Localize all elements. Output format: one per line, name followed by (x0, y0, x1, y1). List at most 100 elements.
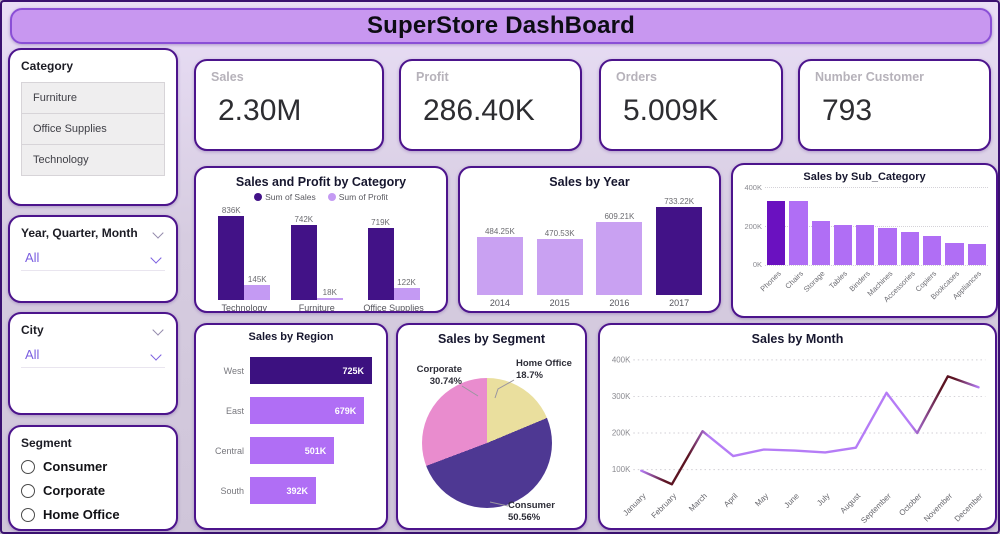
plot-area: 836K 145K Technology 742K 18K Furniture 719K 12… (196, 204, 446, 313)
kpi-card-number-customer: Number Customer 793 (798, 59, 991, 151)
category-label: East (225, 405, 244, 416)
kpi-card-profit: Profit 286.40K (399, 59, 582, 151)
sales-by-month-chart: 400K 300K 200K 100K January February March Apri… (600, 346, 995, 526)
pie-label-name: Corporate (416, 364, 462, 375)
bar-group: 836K 145K Technology (218, 204, 271, 311)
bar-group: Copiers (914, 187, 943, 294)
radio-icon[interactable] (21, 459, 35, 474)
pie-label-value: 50.56% (508, 512, 541, 524)
category-label: March (687, 491, 709, 513)
y-axis: 400K 200K 0K (739, 183, 765, 269)
category-label: 2016 (609, 298, 630, 308)
bar-group: Tables (828, 187, 854, 291)
bar-value-label: 733.22K (664, 197, 695, 206)
chevron-down-icon[interactable] (150, 251, 162, 264)
city-filter-dropdown[interactable]: All (21, 344, 165, 368)
bar-value-label: 609.21K (604, 211, 635, 221)
segment-filter-title: Segment (21, 436, 72, 450)
bar[interactable] (476, 236, 523, 295)
bar-group: Bookcases (929, 187, 965, 301)
pie[interactable] (422, 378, 552, 508)
bar[interactable]: 501K (250, 437, 335, 464)
bar[interactable] (367, 227, 394, 300)
bar[interactable]: 679K (250, 397, 365, 424)
bar[interactable] (290, 225, 317, 300)
legend-item: Sum of Sales (254, 192, 316, 202)
bar-value-label: 18K (322, 288, 337, 298)
category-label: West (223, 365, 244, 376)
segment-option-corporate[interactable]: Corporate (21, 483, 165, 498)
bar[interactable] (316, 298, 343, 300)
category-filter-panel: Category Furniture Office Supplies Techn… (8, 48, 178, 206)
bar[interactable] (656, 207, 703, 295)
segment-option-consumer[interactable]: Consumer (21, 459, 165, 474)
bar-value-label: 501K (304, 445, 327, 456)
chevron-down-icon[interactable] (150, 348, 162, 361)
city-filter-title: City (21, 323, 44, 337)
category-label: Storage (802, 269, 828, 294)
page-title: SuperStore DashBoard (366, 12, 636, 39)
bar-value-label: 719K (371, 217, 390, 227)
legend-label: Sum of Sales (265, 192, 316, 202)
bar[interactable] (923, 235, 942, 265)
category-item-furniture[interactable]: Furniture (21, 82, 165, 114)
bar[interactable] (833, 224, 853, 265)
pie-label-consumer: Consumer 50.56% (508, 500, 555, 525)
radio-icon[interactable] (21, 507, 35, 522)
bar-value-label: 725K (342, 365, 364, 376)
chevron-down-icon[interactable] (152, 227, 164, 239)
city-filter-value: All (25, 347, 40, 362)
bar[interactable] (811, 221, 830, 265)
sales-by-subcategory-chart: 400K 200K 0K Phones Chairs Storage Tables Binde… (733, 183, 996, 305)
date-filter-panel: Year, Quarter, Month All (8, 215, 178, 303)
bar-group: 719K 122K Office Supplies (363, 204, 424, 313)
axis-tick-label: 200K (744, 222, 762, 231)
category-label: October (897, 491, 924, 518)
sales-by-segment-panel: Sales by Segment Home Office 18.7% Corpora… (396, 323, 587, 530)
city-filter-header[interactable]: City (21, 323, 165, 337)
bar-value-label: 742K (294, 215, 314, 225)
bar[interactable] (767, 200, 786, 265)
gridline (765, 226, 988, 227)
bar[interactable] (218, 216, 245, 300)
sales-profit-by-category-panel: Sales and Profit by Category Sum of Sale… (194, 166, 448, 313)
date-filter-header[interactable]: Year, Quarter, Month (21, 226, 165, 240)
category-label: Office Supplies (363, 303, 424, 313)
sales-by-month-panel: Sales by Month 400K 300K 200K 100K January Fe… (598, 323, 997, 530)
kpi-label: Orders (616, 70, 657, 84)
bar[interactable] (536, 238, 583, 295)
sales-profit-by-category-chart: Sum of Sales Sum of Profit 836K 145K Technol… (196, 192, 446, 313)
category-label: Tables (827, 269, 850, 291)
bar[interactable] (393, 287, 420, 300)
pie-label-value: 30.74% (429, 376, 462, 388)
bar-group: Chairs (783, 187, 809, 291)
bar[interactable] (789, 201, 808, 265)
date-filter-title: Year, Quarter, Month (21, 226, 138, 240)
bar[interactable] (900, 232, 920, 265)
bar[interactable]: 725K (250, 357, 372, 384)
bar[interactable] (244, 285, 271, 300)
bar[interactable] (945, 242, 964, 265)
legend-dot (254, 193, 263, 201)
category-label: 2014 (489, 298, 510, 308)
date-filter-dropdown[interactable]: All (21, 247, 165, 271)
sales-line[interactable] (640, 375, 980, 486)
segment-option-home-office[interactable]: Home Office (21, 507, 165, 522)
kpi-value: 2.30M (218, 94, 302, 127)
legend-item: Sum of Profit (327, 192, 388, 202)
sales-by-region-chart: West 725K East 679K Central 501K South 392K (196, 343, 386, 504)
date-filter-value: All (25, 250, 40, 265)
bar[interactable] (856, 225, 875, 265)
radio-icon[interactable] (21, 483, 35, 498)
sales-by-year-chart: 484.25K 2014 470.53K 2015 609.21K 2016 733.22K… (460, 193, 719, 308)
bar[interactable] (967, 243, 986, 265)
category-item-office-supplies[interactable]: Office Supplies (21, 113, 165, 145)
bar[interactable] (878, 228, 897, 265)
bar[interactable]: 392K (250, 477, 316, 504)
category-list: Furniture Office Supplies Technology (21, 82, 165, 176)
bar[interactable] (596, 221, 643, 295)
category-label: February (650, 491, 679, 520)
chevron-down-icon[interactable] (152, 324, 164, 336)
category-item-technology[interactable]: Technology (21, 144, 165, 176)
category-label: 2017 (669, 298, 690, 308)
